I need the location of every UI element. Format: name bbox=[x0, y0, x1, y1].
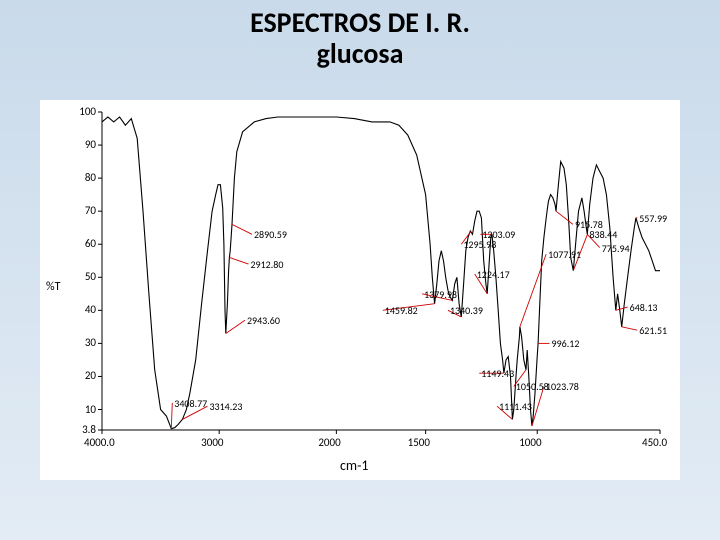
peak-label: 2890.59 bbox=[254, 228, 287, 241]
peak-label: 1023.78 bbox=[546, 380, 579, 393]
y-tick: 20 bbox=[85, 369, 96, 382]
title-line-2: glucosa bbox=[0, 39, 720, 70]
peak-label: 1149.43 bbox=[481, 367, 514, 380]
peak-label: 996.12 bbox=[552, 337, 580, 350]
slide-title: ESPECTROS DE I. R. glucosa bbox=[0, 0, 720, 70]
x-tick: 450.0 bbox=[642, 436, 667, 449]
peak-label: 621.51 bbox=[639, 324, 667, 337]
peak-label: 1340.39 bbox=[450, 304, 483, 317]
x-tick: 1000 bbox=[519, 436, 541, 449]
y-tick: 30 bbox=[85, 336, 96, 349]
peak-label: 1295.98 bbox=[463, 238, 496, 251]
y-tick: 80 bbox=[85, 171, 96, 184]
x-tick: 2000 bbox=[318, 436, 340, 449]
peak-label: 3314.23 bbox=[209, 400, 242, 413]
title-line-1: ESPECTROS DE I. R. bbox=[0, 8, 720, 39]
ir-spectrum-chart: %T cm-1 100 90 80 70 60 50 40 30 20 10 3.84000.0 30… bbox=[40, 100, 680, 480]
y-tick: 10 bbox=[85, 403, 96, 416]
x-tick: 3000 bbox=[201, 436, 223, 449]
x-tick: 1500 bbox=[408, 436, 430, 449]
y-tick: 3.8 bbox=[82, 423, 96, 436]
peak-label: 1077.91 bbox=[548, 248, 581, 261]
y-tick: 100 bbox=[79, 105, 96, 118]
peak-label: 557.99 bbox=[639, 212, 667, 225]
y-tick: 90 bbox=[85, 138, 96, 151]
y-tick: 70 bbox=[85, 204, 96, 217]
peak-label: 1050.58 bbox=[516, 380, 549, 393]
peak-label: 2943.60 bbox=[247, 314, 280, 327]
x-tick: 4000.0 bbox=[84, 436, 115, 449]
y-tick: 40 bbox=[85, 303, 96, 316]
peak-label: 775.94 bbox=[602, 242, 630, 255]
peak-label: 1224.17 bbox=[477, 268, 510, 281]
peak-label: 838.44 bbox=[589, 228, 617, 241]
peak-label: 648.13 bbox=[630, 301, 658, 314]
peak-label: 1459.82 bbox=[385, 304, 418, 317]
y-axis-label: %T bbox=[46, 280, 60, 294]
peak-label: 1111.43 bbox=[499, 400, 532, 413]
y-tick: 50 bbox=[85, 270, 96, 283]
peak-label: 2912.80 bbox=[250, 258, 283, 271]
x-axis-label: cm-1 bbox=[340, 457, 369, 474]
y-tick: 60 bbox=[85, 237, 96, 250]
spectrum-svg bbox=[40, 100, 680, 480]
peak-label: 3408.77 bbox=[174, 397, 207, 410]
peak-label: 1379.98 bbox=[424, 288, 457, 301]
